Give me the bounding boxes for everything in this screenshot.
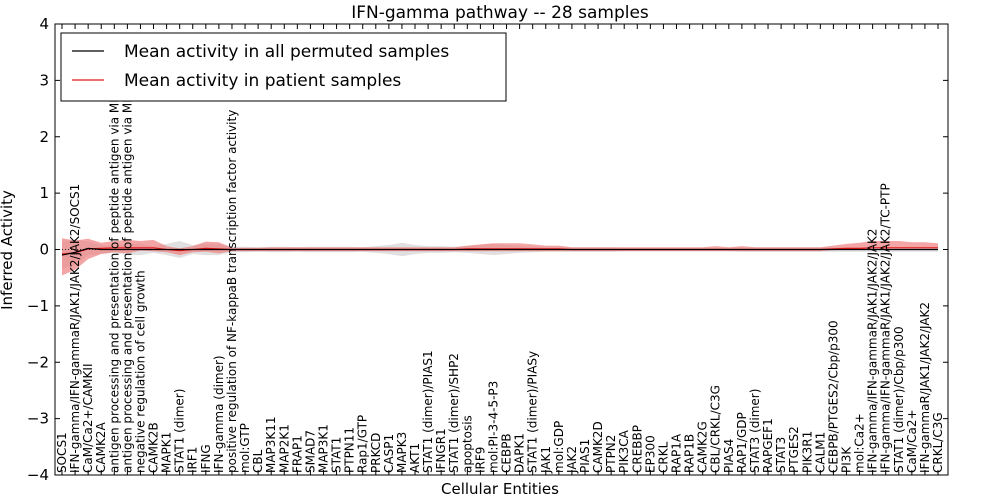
x-tick-label: CAMK2D [591,421,605,473]
y-tick-label: 3 [39,71,49,89]
x-tick-label: mol:PI-3-4-5-P3 [487,381,501,473]
axes: −4 −3 −2 −1 0 1 2 3 4 [27,15,949,484]
x-tick-label: PI3K [840,446,854,473]
x-tick-label: RAP1A [670,433,684,473]
x-tick-label: IFNG [199,444,213,473]
x-tick-label: MAP3K1 [317,424,331,473]
x-tick-label: CREBBP [630,425,644,473]
x-tick-label: CBL/CRKL/C3G [709,385,723,473]
x-tick-label: CRKL [656,441,670,473]
y-tick-label: −1 [27,297,49,315]
x-tick-label: antigen processing and presentation of p… [120,41,134,473]
y-axis-label: Inferred Activity [0,190,16,310]
y-tick-label: −3 [27,410,49,428]
y-tick-label: −4 [27,466,49,484]
x-tick-label: PTPN11 [343,427,357,473]
chart-title: IFN-gamma pathway -- 28 samples [351,3,649,23]
x-tick-label: CAMK2A [94,422,108,473]
x-tick-label: CBL [251,449,265,473]
x-tick-label: CEBPB/PTGES2/Cbp/p300 [826,320,840,473]
x-tick-label: CALM1 [813,432,827,473]
x-tick-label: apoptosis [460,415,474,473]
x-axis-label: Cellular Entities [441,480,559,498]
x-tick-label: RAP1B [683,434,697,473]
x-tick-label: IRF1 [186,447,200,473]
x-tick-label: IFNGR1 [434,428,448,473]
x-tick-label: JAK2 [565,446,579,474]
x-tick-label: SOCS1 [55,432,69,473]
x-tick-label: JAK1 [539,446,553,474]
x-tick-label: STAT3 [774,437,788,473]
x-tick-label: CASP1 [382,434,396,473]
x-tick-label: IFN-gammaR/JAK1/JAK2/JAK2 [918,302,932,473]
y-tick-label: 2 [39,128,49,146]
legend: Mean activity in all permuted samples Mea… [60,32,507,102]
x-tick-label: CaM/Ca2+/CAMKII [81,364,95,473]
y-tick-label: 1 [39,184,49,202]
x-tick-label: STAT1 (dimer)/SHP2 [447,353,461,473]
x-tick-label: FRAP1 [290,435,304,473]
y-tick-label: −2 [27,353,49,371]
x-tick-label: PIK3R1 [800,431,814,473]
x-tick-label: CAMK2B [147,422,161,473]
plot-area [61,238,938,276]
x-tick-label: STAT1 (dimer)/PIAS1 [421,350,435,473]
x-tick-label: RAP1/GDP [735,412,749,473]
y-tick-label: 0 [39,241,49,259]
x-tick-label: STAT1 (dimer)/PIASy [526,351,540,473]
x-tick-label: PTPN2 [604,435,618,473]
legend-label: Mean activity in all permuted samples [124,42,449,62]
x-tick-label: STAT3 (dimer) [748,389,762,473]
x-tick-label: CAMK2G [696,421,710,473]
x-tick-label: negative regulation of cell growth [133,270,147,473]
x-tick-labels: SOCS1 IFN-gamma/IFN-gammaR/JAK1/JAK2/JAK2… [55,41,945,474]
x-tick-label: IFN-gamma (dimer) [212,355,226,473]
x-tick-label: mol:Ca2+ [853,413,867,473]
x-tick-label: antigen processing and presentation of p… [107,44,121,473]
x-tick-label: RAPGEF1 [761,418,775,473]
legend-label: Mean activity in patient samples [124,71,401,91]
y-tick-label: 4 [39,15,49,33]
x-tick-label: PIAS1 [578,439,592,473]
patient-confidence-band [62,238,938,276]
x-tick-label: MAPK3 [395,432,409,473]
x-tick-label: EP300 [643,435,657,473]
x-tick-label: IFN-gamma/IFN-gammaR/JAK1/JAK2/JAK2/SOCS… [68,184,82,473]
x-tick-label: CRKL/C3G [931,412,945,473]
x-tick-label: PRKCD [369,433,383,473]
x-tick-label: STAT1 (dimer)/Cbp/p300 [892,326,906,473]
x-tick-label: PIAS4 [722,439,736,473]
x-tick-label: positive regulation of NF-kappaB transcr… [225,110,239,473]
x-tick-label: MAP2K1 [277,424,291,473]
x-tick-label: PTGES2 [787,426,801,473]
legend-box [60,32,507,102]
x-tick-label: CaM/Ca2+ [905,409,919,473]
x-tick-label: IFN-gamma/IFN-gammaR/JAK1/JAK2/JAK2 [866,228,880,473]
x-tick-label: MAP3K11 [264,416,278,473]
x-tick-label: AKT1 [408,443,422,473]
x-tick-label: PIK3CA [617,429,631,473]
x-tick-label: SMAD7 [303,430,317,473]
x-tick-label: Rap1/GTP [356,415,370,473]
x-tick-label: CEBPB [500,433,514,473]
x-tick-label: IRF9 [473,447,487,473]
x-tick-label: STAT1 (dimer) [173,389,187,473]
x-tick-label: STAT1 [330,437,344,473]
x-tick-label: MAPK1 [160,432,174,473]
x-tick-label: mol:GTP [238,423,252,473]
x-tick-label: DAPK1 [513,433,527,473]
x-tick-label: IFN-gamma/IFN-gammaR/JAK1/JAK2/JAK2/TC-P… [879,183,893,473]
x-tick-label: mol:GDP [552,421,566,473]
